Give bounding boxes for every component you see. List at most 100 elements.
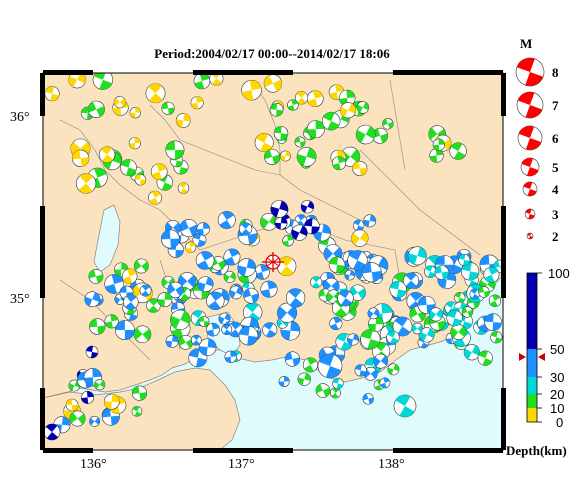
event-ball [223, 248, 241, 266]
event-ball [150, 163, 168, 180]
event-ball [356, 101, 370, 114]
lake-biwa [93, 204, 121, 273]
event-ball [160, 229, 180, 249]
event-ball [178, 335, 194, 350]
event-ball [434, 265, 450, 280]
event-ball [285, 288, 306, 308]
event-ball [264, 148, 281, 165]
event-ball [177, 182, 190, 194]
event-ball [392, 316, 413, 337]
event-ball [241, 79, 262, 101]
mag-label-2: 2 [552, 229, 559, 244]
event-ball [450, 324, 467, 341]
event-ball [297, 372, 311, 386]
event-ball [270, 200, 289, 218]
event-ball [128, 137, 141, 150]
mag-label-6: 6 [552, 131, 559, 146]
event-ball [280, 150, 291, 162]
event-ball [92, 73, 114, 90]
event-ball [282, 234, 294, 247]
event-ball [238, 325, 259, 346]
mag-label-8: 8 [552, 65, 559, 80]
event-ball [195, 251, 215, 270]
event-ball [310, 276, 323, 289]
event-ball [347, 333, 360, 346]
magnitude-legend-ball [520, 157, 540, 177]
event-ball [260, 280, 278, 298]
event-ball [407, 246, 427, 266]
event-ball [326, 289, 341, 304]
event-ball [363, 366, 378, 381]
event-ball [104, 314, 119, 329]
event-ball [178, 272, 197, 291]
map-frame [40, 70, 506, 453]
event-ball [157, 292, 173, 308]
event-ball [190, 334, 202, 346]
event-ball [94, 379, 106, 391]
event-ball [287, 99, 299, 111]
mag-label-4: 4 [552, 182, 559, 197]
event-ball [332, 156, 347, 171]
event-ball [89, 415, 101, 427]
event-ball [321, 111, 341, 131]
event-ball [484, 313, 502, 331]
event-ball [300, 200, 315, 214]
event-ball [387, 363, 400, 376]
event-ball [449, 142, 467, 160]
event-ball [362, 393, 374, 405]
event-ball [461, 306, 474, 318]
event-ball [206, 322, 220, 337]
event-ball [148, 190, 163, 205]
magnitude-legend-ball [516, 91, 544, 119]
map-area [43, 73, 503, 450]
event-ball [403, 272, 420, 289]
event-ball [277, 302, 298, 323]
event-ball [469, 288, 481, 300]
event-ball [367, 307, 380, 320]
event-ball [393, 394, 417, 418]
event-ball [386, 330, 400, 345]
mag-label-5: 5 [552, 160, 559, 175]
event-ball [361, 262, 382, 283]
event-ball [134, 173, 147, 186]
event-ball [269, 102, 284, 117]
event-ball [488, 294, 502, 307]
event-ball [179, 218, 198, 238]
event-ball [88, 269, 104, 284]
depth-tick-20: 20 [550, 387, 564, 402]
lat-label-35: 35° [10, 292, 30, 307]
event-ball [294, 91, 309, 105]
event-ball [113, 96, 126, 109]
earthquake-events [43, 73, 503, 441]
event-ball [332, 377, 344, 390]
event-ball [328, 256, 346, 274]
magnitude-legend: M 8 7 6 5 4 3 2 [515, 36, 559, 244]
event-ball [165, 334, 179, 348]
lat-labels: 36° 35° [10, 110, 30, 307]
event-ball [354, 364, 367, 377]
event-ball [477, 350, 493, 366]
event-ball [428, 307, 443, 322]
event-ball [274, 216, 288, 230]
event-ball [223, 270, 236, 283]
event-ball [329, 387, 341, 399]
depth-tick-50: 50 [550, 342, 564, 357]
event-ball [206, 291, 225, 311]
event-ball [103, 393, 120, 410]
event-ball [372, 127, 389, 144]
event-ball [483, 266, 500, 283]
page-title: Period:2004/02/17 00:00--2014/02/17 18:0… [154, 46, 390, 61]
event-ball [352, 219, 365, 232]
event-ball [237, 258, 256, 277]
event-ball [344, 269, 356, 281]
event-ball [175, 113, 191, 128]
mag-label-3: 3 [552, 207, 559, 222]
event-ball [262, 322, 278, 338]
event-ball [44, 86, 60, 102]
event-ball [460, 262, 480, 281]
lon-label-138: 138° [378, 457, 405, 472]
magnitude-legend-ball [526, 232, 534, 240]
event-ball [139, 284, 152, 297]
event-ball [210, 256, 226, 271]
event-ball [389, 280, 407, 299]
